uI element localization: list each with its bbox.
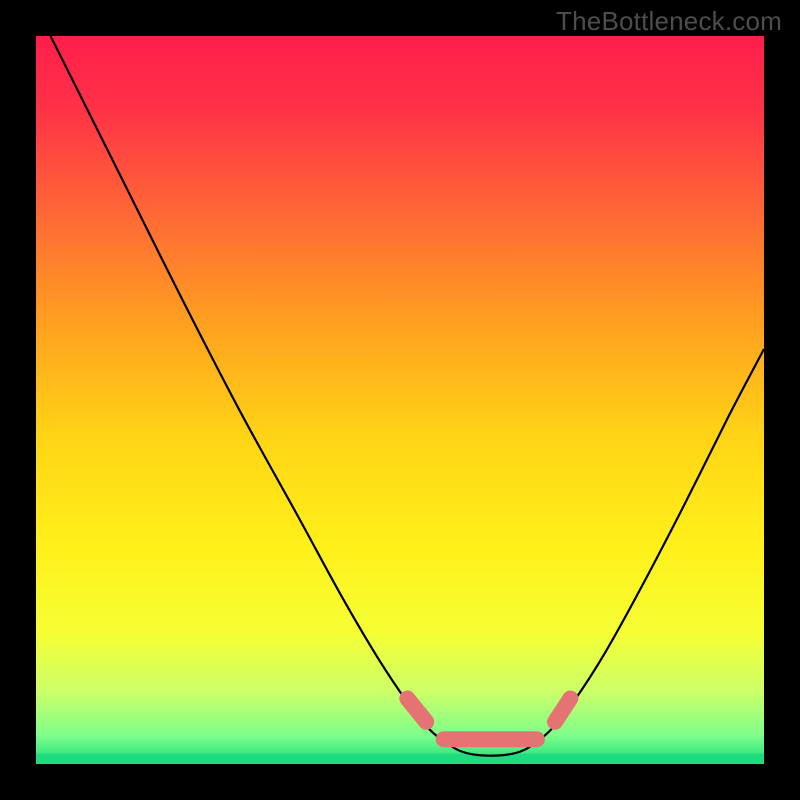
stage: TheBottleneck.com [0, 0, 800, 800]
attribution-label: TheBottleneck.com [556, 6, 782, 37]
green-footer-bar [36, 754, 764, 764]
bottleneck-chart [0, 0, 800, 800]
gradient-plot-background [36, 36, 764, 764]
